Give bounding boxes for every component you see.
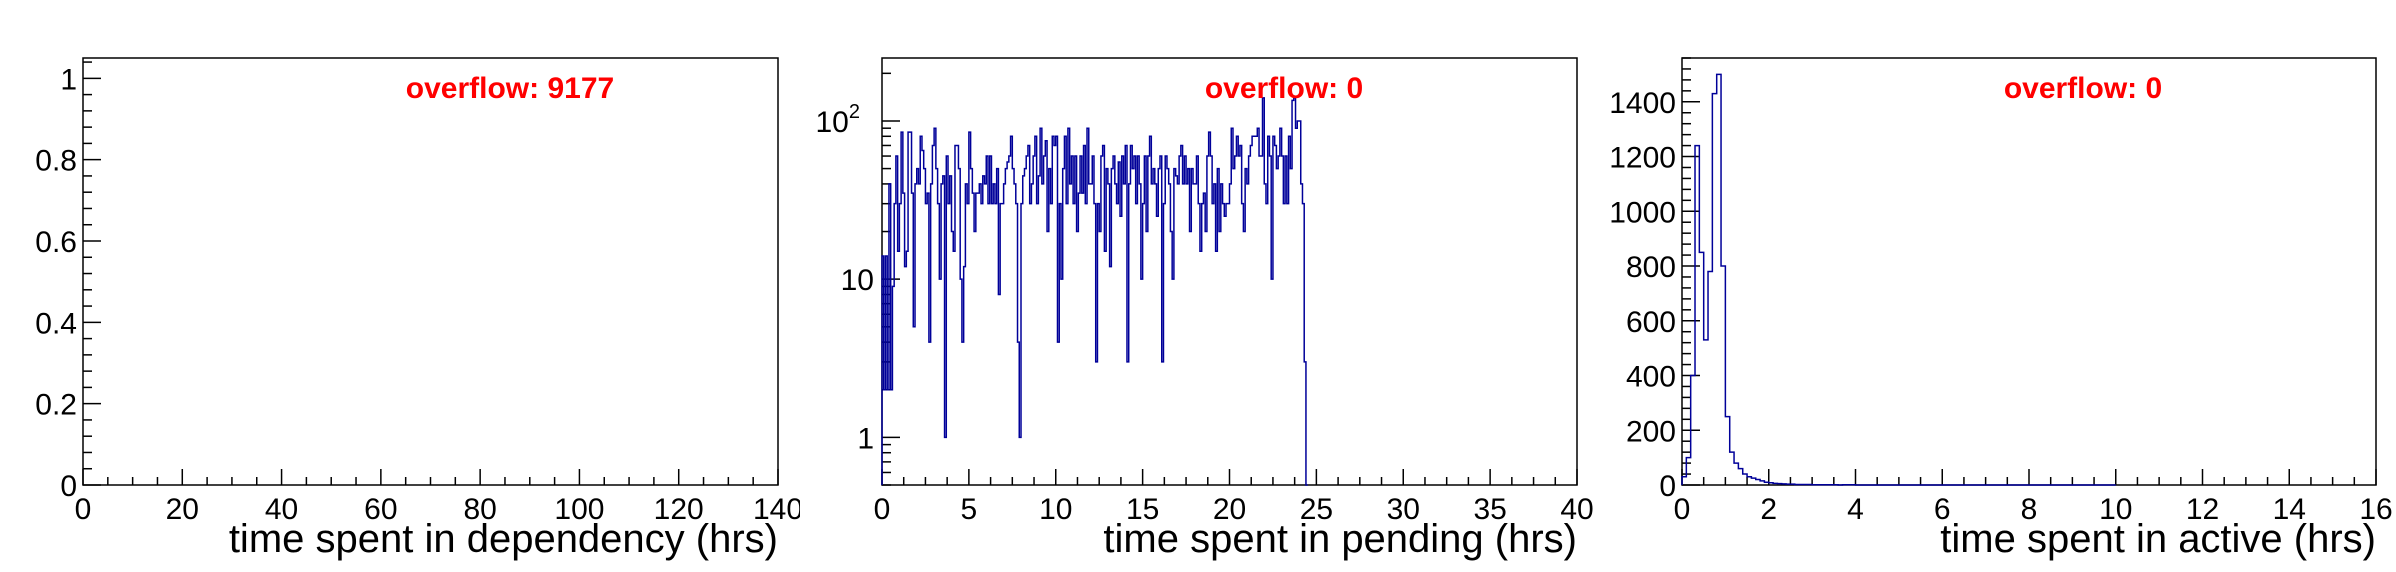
x-tick-label: 40 xyxy=(265,493,298,526)
plot-frame xyxy=(1681,57,2377,486)
y-tick-label: 1000 xyxy=(1609,196,1676,229)
x-tick-label: 16 xyxy=(2359,493,2392,526)
x-tick-label: 25 xyxy=(1300,493,1333,526)
x-tick-label: 0 xyxy=(874,493,891,526)
x-tick-label: 120 xyxy=(654,493,704,526)
plot-frame xyxy=(881,57,1578,486)
x-tick-label: 20 xyxy=(166,493,199,526)
y-tick-label: 0 xyxy=(60,470,77,503)
x-tick-label: 10 xyxy=(1039,493,1072,526)
x-axis: 0 5 10 15 20 25 30 35 40 xyxy=(874,469,1594,526)
x-tick-label: 12 xyxy=(2186,493,2219,526)
x-tick-label: 10 xyxy=(2099,493,2132,526)
y-tick-label: 1 xyxy=(60,63,77,96)
y-axis: 0 200 400 600 800 1000 1200 1400 xyxy=(1609,57,1700,503)
x-tick-label: 14 xyxy=(2273,493,2306,526)
x-tick-label: 4 xyxy=(1847,493,1864,526)
dependency-histogram-panel: 0 0.2 0.4 0.6 0.8 1 0 20 40 60 80 100 120 140 overfl… xyxy=(35,57,800,561)
histogram-series xyxy=(881,97,1308,486)
y-tick-label: 600 xyxy=(1626,306,1676,339)
x-tick-label: 140 xyxy=(753,493,800,526)
y-tick-label: 1400 xyxy=(1609,87,1676,120)
x-tick-label: 100 xyxy=(554,493,604,526)
y-tick-label: 102 xyxy=(816,101,861,139)
histogram-line xyxy=(1681,73,2116,486)
pending-histogram-panel: 1 10 102 0 5 10 15 20 25 30 35 40 overflow: 0 time… xyxy=(816,57,1594,561)
x-tick-label: 30 xyxy=(1387,493,1420,526)
x-tick-label: 35 xyxy=(1473,493,1506,526)
x-tick-label: 40 xyxy=(1560,493,1593,526)
y-tick-label: 0 xyxy=(1659,470,1676,503)
x-tick-label: 2 xyxy=(1760,493,1777,526)
y-tick-label: 800 xyxy=(1626,251,1676,284)
x-tick-label: 6 xyxy=(1934,493,1951,526)
y-tick-label: 0.4 xyxy=(35,307,77,340)
plot-frame xyxy=(82,57,779,486)
y-tick-label: 0.6 xyxy=(35,226,77,259)
x-axis-title: time spent in pending (hrs) xyxy=(1103,517,1577,561)
x-tick-label: 0 xyxy=(1674,493,1691,526)
x-tick-label: 60 xyxy=(364,493,397,526)
x-tick-label: 5 xyxy=(961,493,978,526)
histogram-line xyxy=(881,97,1308,486)
x-axis-title: time spent in active (hrs) xyxy=(1940,517,2376,561)
x-tick-label: 20 xyxy=(1213,493,1246,526)
y-tick-label: 10 xyxy=(841,264,874,297)
y-tick-label: 400 xyxy=(1626,361,1676,394)
y-tick-label: 0.2 xyxy=(35,389,77,422)
y-axis: 0 0.2 0.4 0.6 0.8 1 xyxy=(35,61,101,503)
x-tick-label: 8 xyxy=(2021,493,2038,526)
x-tick-label: 15 xyxy=(1126,493,1159,526)
y-tick-label: 1 xyxy=(857,422,874,455)
overflow-annotation: overflow: 9177 xyxy=(406,72,614,105)
overflow-annotation: overflow: 0 xyxy=(2004,72,2162,105)
y-tick-label: 1200 xyxy=(1609,142,1676,175)
y-tick-label: 0.8 xyxy=(35,145,77,178)
x-tick-label: 80 xyxy=(463,493,496,526)
x-axis: 0 20 40 60 80 100 120 140 xyxy=(75,469,800,526)
x-axis-title: time spent in dependency (hrs) xyxy=(229,517,778,561)
y-tick-label: 200 xyxy=(1626,415,1676,448)
x-tick-label: 0 xyxy=(75,493,92,526)
overflow-annotation: overflow: 0 xyxy=(1205,72,1363,105)
histogram-series xyxy=(1681,73,2116,486)
